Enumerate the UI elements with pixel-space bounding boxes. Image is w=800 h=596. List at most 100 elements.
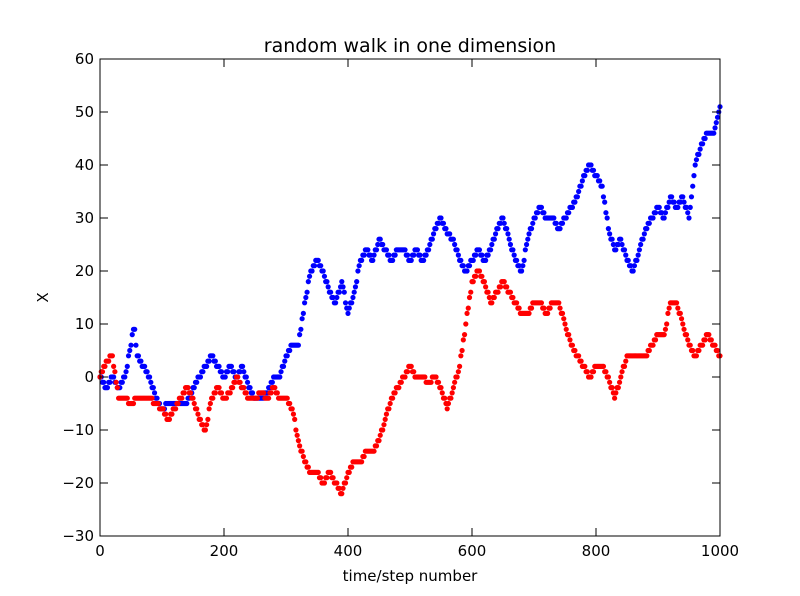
series-0-point — [351, 289, 357, 295]
series-0-point — [623, 252, 629, 258]
series-1-point — [373, 443, 380, 449]
series-0-point — [304, 289, 310, 295]
series-0-point — [521, 257, 527, 263]
series-0-point — [458, 257, 464, 263]
series-1-point — [623, 358, 629, 364]
series-1-point — [232, 379, 238, 385]
series-0-point — [361, 252, 367, 258]
series-1-point — [590, 369, 597, 375]
series-0-point — [578, 183, 584, 189]
series-0-point — [390, 257, 396, 263]
series-0-point — [350, 294, 356, 301]
x-tick-label: 600 — [458, 542, 487, 560]
series-1-point — [160, 406, 166, 412]
series-0-point — [104, 385, 111, 391]
series-1-point — [112, 369, 118, 375]
series-1-point — [528, 305, 535, 311]
series-1-point — [166, 416, 173, 422]
series-1-point — [289, 406, 295, 412]
series-1-point — [330, 475, 336, 481]
series-1-point — [661, 332, 667, 338]
series-1-point — [445, 400, 452, 407]
series-1-point — [547, 305, 553, 311]
series-0-point — [200, 369, 206, 375]
series-0-point — [367, 252, 373, 258]
series-0-point — [572, 199, 578, 205]
series-0-point — [340, 284, 346, 290]
series-0-point — [240, 363, 246, 369]
series-0-point — [430, 231, 437, 237]
series-0-point — [447, 231, 453, 237]
series-1-point — [582, 363, 588, 369]
series-0-point — [421, 257, 427, 263]
x-axis-label: time/step number — [343, 567, 479, 585]
series-1-point — [662, 326, 669, 332]
series-0-point — [411, 252, 417, 258]
series-1-point — [584, 369, 590, 375]
series-0-point — [576, 188, 582, 195]
series-0-point — [341, 289, 347, 295]
series-0-point — [375, 241, 381, 248]
series-0-point — [506, 236, 512, 242]
series-0-point — [346, 305, 352, 311]
series-0-point — [278, 369, 284, 375]
series-0-point — [243, 374, 249, 380]
series-1-point — [545, 310, 551, 316]
series-0-point — [297, 332, 303, 338]
series-0-point — [530, 220, 536, 226]
series-0-point — [305, 279, 311, 285]
series-1-point — [124, 395, 130, 401]
series-1-point — [576, 353, 582, 359]
series-1-point — [169, 411, 175, 417]
series-1-point — [466, 294, 473, 301]
series-0-point — [342, 300, 349, 306]
series-1-point — [485, 289, 491, 295]
series-1-point — [422, 374, 428, 380]
series-1-point — [408, 363, 414, 369]
series-1-point — [563, 326, 569, 332]
series-1-point — [387, 400, 393, 407]
series-0-point — [225, 369, 231, 375]
series-1-point — [619, 369, 625, 375]
series-1-point — [468, 289, 474, 295]
series-1-point — [191, 400, 197, 407]
series-1-point — [340, 485, 346, 491]
series-1-point — [483, 284, 489, 290]
series-1-point — [299, 448, 305, 454]
series-0-point — [414, 247, 421, 253]
series-0-point — [712, 125, 718, 131]
series-0-point — [210, 353, 216, 359]
series-0-point — [686, 215, 692, 221]
series-1-point — [708, 337, 714, 343]
series-1-point — [538, 300, 545, 306]
series-0-point — [700, 141, 706, 147]
series-1-point — [473, 273, 479, 279]
series-1-point — [465, 305, 471, 311]
series-0-point — [373, 247, 380, 253]
series-0-point — [247, 385, 253, 391]
series-0-point — [284, 353, 290, 359]
series-1-point — [449, 390, 455, 396]
series-0-point — [466, 263, 473, 269]
series-0-point — [656, 204, 662, 210]
series-1-point — [605, 374, 612, 380]
series-0-point — [349, 300, 355, 306]
series-0-point — [532, 215, 538, 221]
series-0-point — [427, 241, 433, 248]
series-1-point — [650, 342, 656, 348]
series-1-point — [292, 416, 298, 422]
series-1-point — [615, 385, 621, 391]
series-1-point — [460, 337, 466, 343]
series-0-point — [605, 226, 612, 232]
series-0-point — [510, 247, 516, 253]
series-1-point — [600, 363, 607, 369]
series-1-point — [202, 427, 208, 433]
series-0-point — [450, 236, 456, 242]
series-1-point — [318, 475, 324, 481]
series-0-point — [433, 226, 439, 232]
series-0-point — [669, 194, 675, 200]
series-0-point — [625, 257, 631, 263]
series-0-point — [377, 236, 383, 242]
series-0-point — [249, 390, 256, 396]
series-1-point — [559, 310, 566, 316]
